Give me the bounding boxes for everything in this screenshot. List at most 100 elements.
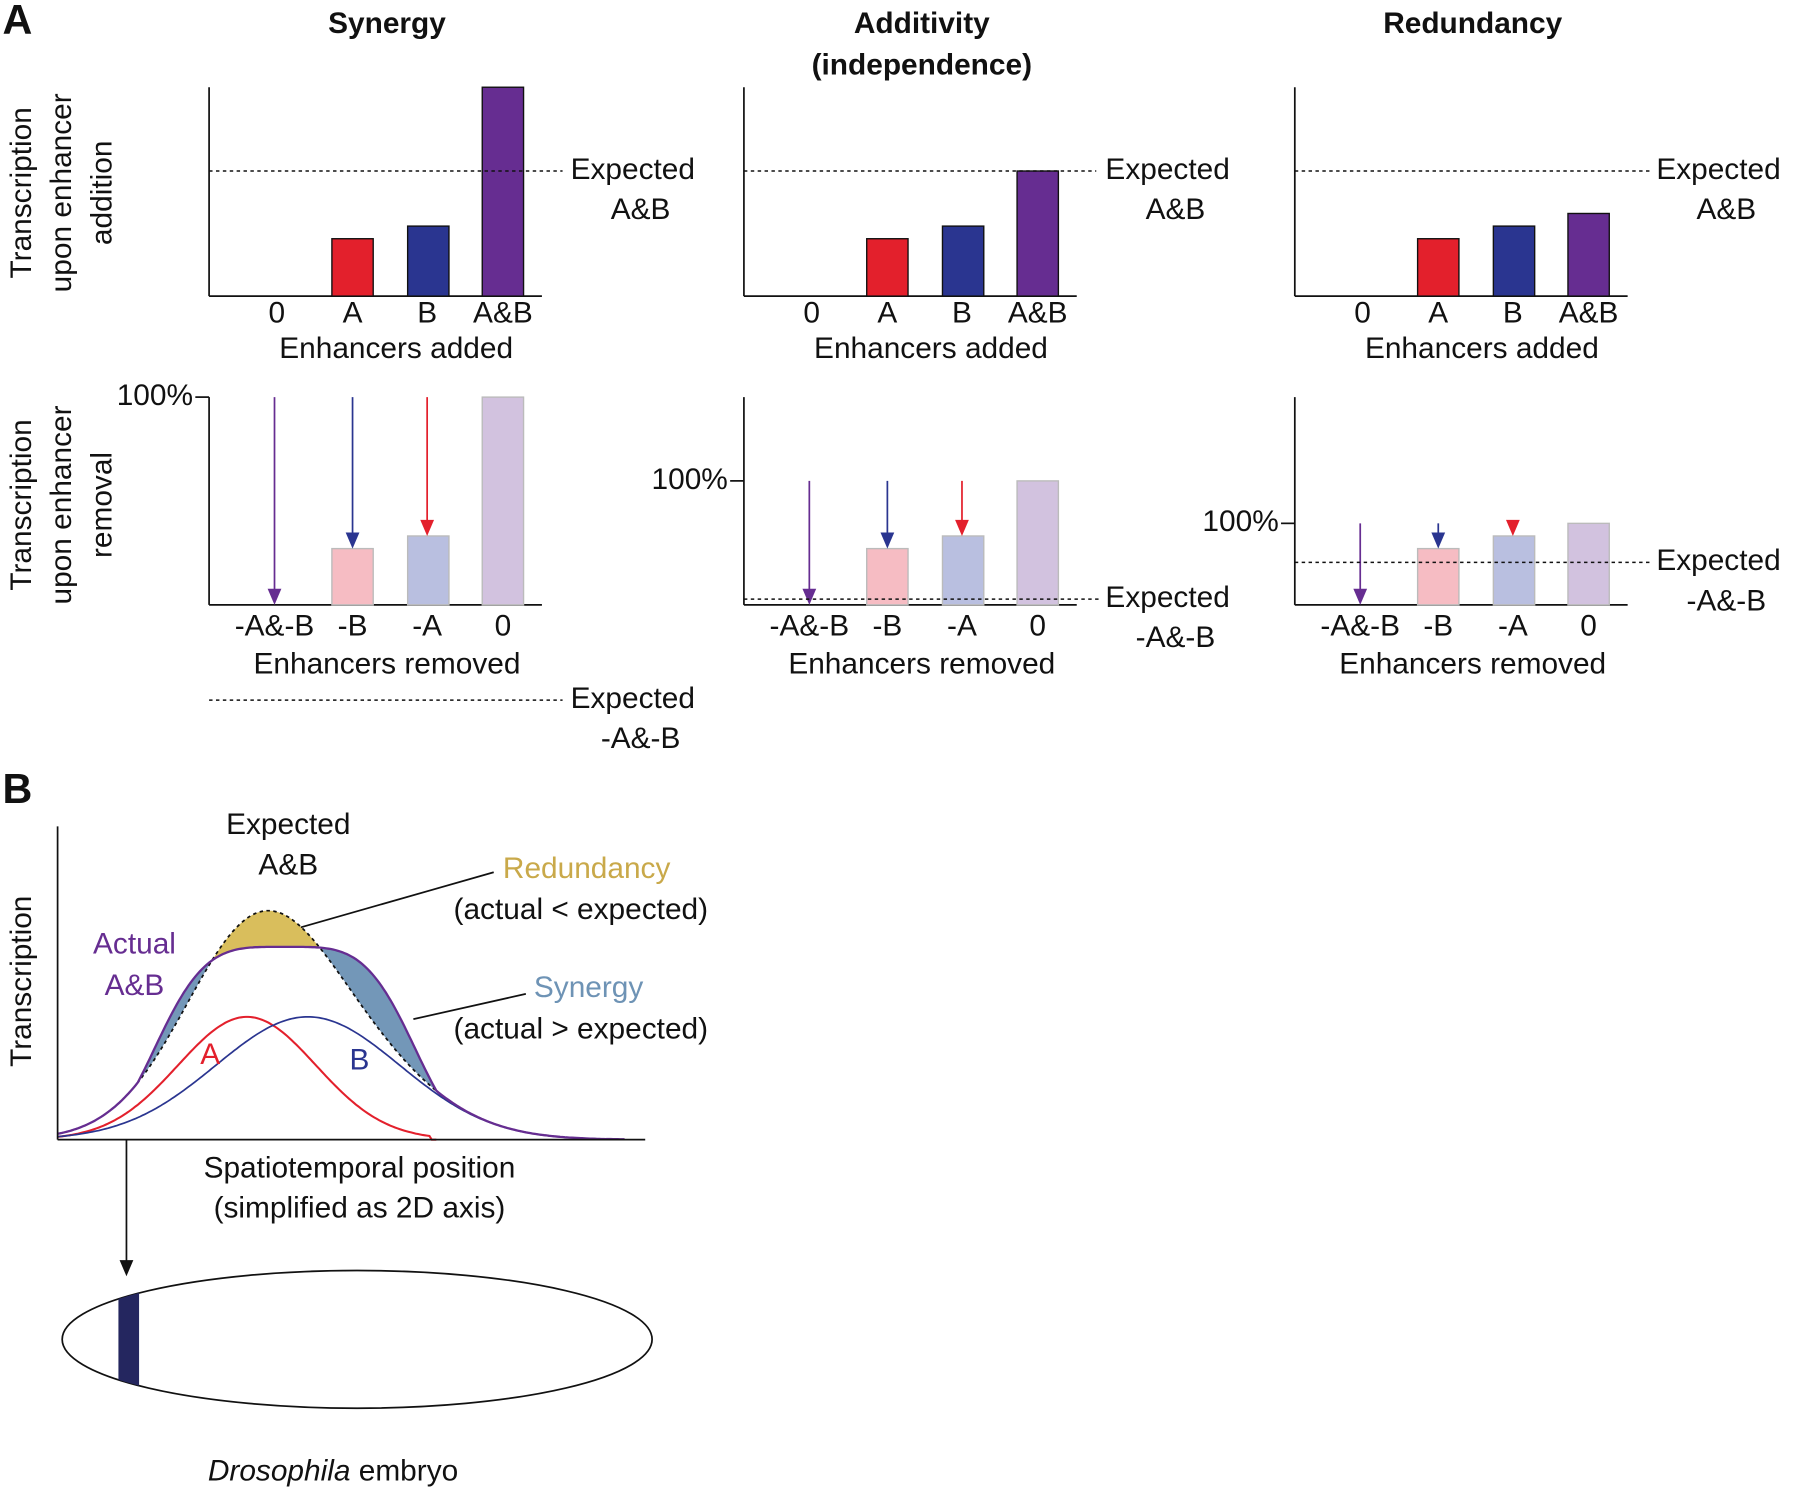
x-tick-label: 0 <box>1029 610 1046 643</box>
axis-title: addition <box>85 141 118 246</box>
expected-label: -A&-B <box>1687 584 1767 617</box>
arrowhead <box>267 588 282 605</box>
x-tick-label: A&B <box>1008 296 1068 329</box>
x-tick-label: B <box>1503 296 1523 329</box>
x-tick-label: -A&-B <box>770 610 850 643</box>
x-tick-label: -A <box>1498 610 1528 643</box>
x-tick-label: -B <box>1423 610 1453 643</box>
axis-title: Enhancers added <box>1365 332 1599 365</box>
bar <box>1016 480 1060 606</box>
expected-label: Expected <box>571 153 695 186</box>
x-tick-label: 0 <box>1354 296 1371 329</box>
synergy-note: (actual > expected) <box>454 1013 709 1046</box>
x-tick-label: B <box>417 296 437 329</box>
arrowhead <box>119 1260 134 1277</box>
bar <box>1567 212 1610 297</box>
x-tick-label: -A&-B <box>235 610 315 643</box>
axis-title: Enhancers added <box>279 332 513 365</box>
arrowhead <box>802 588 817 605</box>
x-tick-label: A <box>877 296 897 329</box>
bar <box>1492 535 1536 606</box>
arrowhead <box>1353 588 1368 605</box>
axis-title: Transcription <box>5 107 38 278</box>
bar <box>481 396 525 606</box>
column-title: Synergy <box>328 7 446 40</box>
expected-label: Expected <box>226 808 350 841</box>
x-tick-label: 0 <box>269 296 286 329</box>
bar <box>1416 547 1460 606</box>
expected-label: A&B <box>1696 193 1756 226</box>
leader-line <box>300 871 494 929</box>
bar <box>866 547 909 606</box>
expected-label: A&B <box>611 193 671 226</box>
expected-label: Expected <box>1656 153 1780 186</box>
embryo-label-rest: embryo <box>359 1454 458 1487</box>
x-tick-label: B <box>952 296 972 329</box>
axis-title: Enhancers removed <box>254 648 521 681</box>
axis-title: removal <box>85 452 118 558</box>
leader-line <box>413 993 527 1020</box>
expected-label: A&B <box>1146 193 1206 226</box>
bar <box>1416 238 1460 297</box>
curve-label: B <box>349 1043 369 1076</box>
x-tick-label: -A <box>947 610 977 643</box>
expected-label: -A&-B <box>1136 621 1216 654</box>
bar <box>1567 522 1610 606</box>
x-tick-label: -B <box>872 610 902 643</box>
actual-label: A&B <box>105 969 165 1002</box>
axis-title: Transcription <box>5 419 38 590</box>
bar <box>331 547 374 606</box>
panel-label: B <box>3 766 33 812</box>
x-tick-label: -A&-B <box>1320 610 1400 643</box>
x-tick-label: A&B <box>1559 296 1619 329</box>
expected-label: -A&-B <box>601 722 681 755</box>
synergy-label: Synergy <box>534 971 644 1004</box>
axis-title: Enhancers added <box>814 332 1048 365</box>
curve-label: A <box>200 1038 220 1071</box>
expected-label: Expected <box>1105 153 1229 186</box>
expected-label: Expected <box>1105 581 1229 614</box>
bar <box>481 86 525 297</box>
axis-title: Enhancers removed <box>788 648 1055 681</box>
x-tick-label: 0 <box>1580 610 1597 643</box>
redundancy-note: (actual < expected) <box>454 893 709 926</box>
actual-label: Actual <box>93 928 176 961</box>
expected-label: Expected <box>1656 544 1780 577</box>
x-tick-label: -B <box>338 610 368 643</box>
bar <box>866 238 909 297</box>
x-tick-label: 0 <box>803 296 820 329</box>
y-tick-label: 100% <box>117 379 193 412</box>
embryo-stripe <box>118 1270 140 1409</box>
axis-title: (simplified as 2D axis) <box>214 1192 506 1225</box>
bar <box>1016 170 1060 297</box>
column-title: (independence) <box>812 48 1032 81</box>
axis-title: upon enhancer <box>45 405 78 604</box>
column-title: Additivity <box>854 7 990 40</box>
bar <box>941 225 985 297</box>
bar <box>331 238 374 297</box>
x-tick-label: A <box>1428 296 1448 329</box>
x-tick-label: -A <box>412 610 442 643</box>
axis-title: Enhancers removed <box>1339 648 1606 681</box>
axis-title: Transcription <box>5 896 38 1067</box>
panel-label: A <box>3 0 33 43</box>
arrowhead <box>345 532 360 549</box>
bar <box>941 535 985 606</box>
bar <box>406 225 450 297</box>
axis-title: Spatiotemporal position <box>204 1151 516 1184</box>
embryo-label-italic: Drosophila <box>208 1454 351 1487</box>
expected-label: Expected <box>571 682 695 715</box>
curve-a <box>57 1015 437 1141</box>
x-tick-label: A&B <box>473 296 533 329</box>
x-tick-label: 0 <box>495 610 512 643</box>
y-tick-label: 100% <box>1202 505 1278 538</box>
redundancy-label: Redundancy <box>503 852 671 885</box>
actual-curve <box>57 945 625 1141</box>
embryo-label: Drosophila embryo <box>208 1454 458 1487</box>
embryo <box>61 1269 653 1410</box>
arrowhead <box>1431 532 1446 549</box>
x-tick-label: A <box>343 296 363 329</box>
bar <box>406 535 450 606</box>
